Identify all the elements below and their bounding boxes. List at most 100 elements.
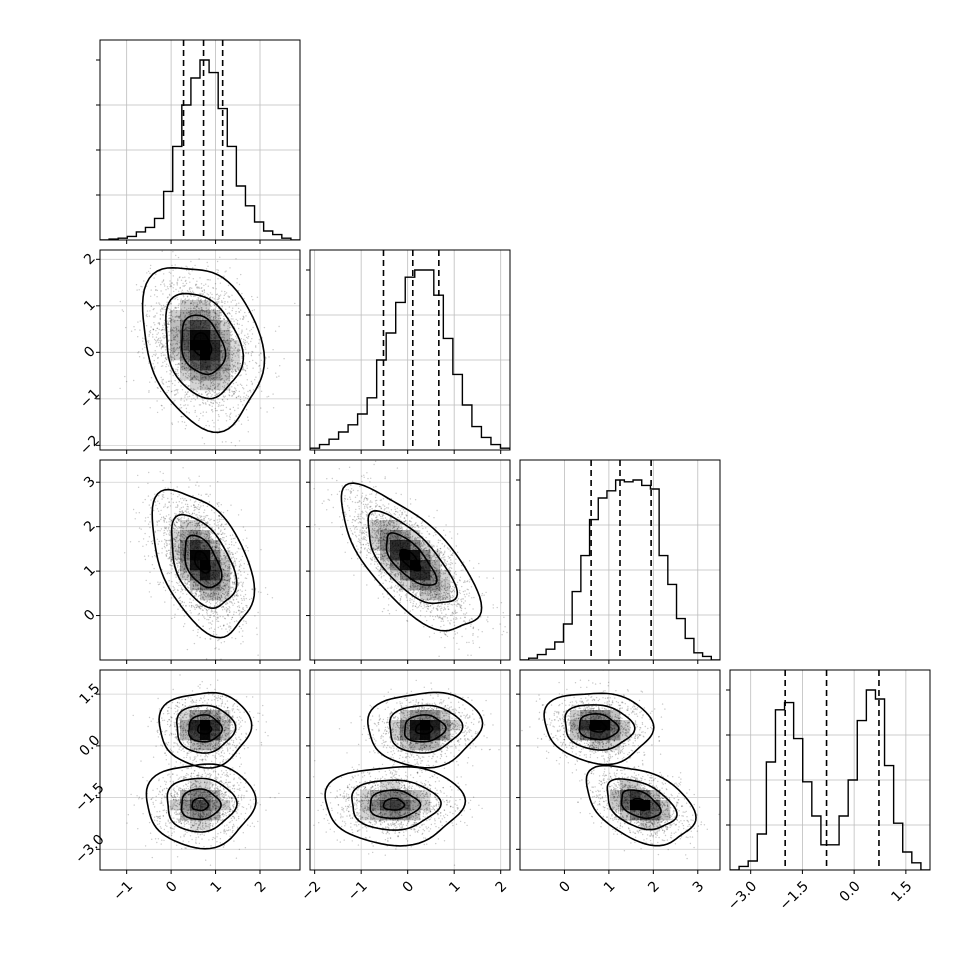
scatter-point bbox=[184, 362, 187, 365]
scatter-point bbox=[249, 389, 251, 392]
scatter-point bbox=[147, 540, 149, 543]
scatter-point bbox=[193, 397, 195, 400]
scatter-point bbox=[175, 297, 177, 299]
scatter-point bbox=[218, 383, 221, 385]
scatter-point bbox=[231, 356, 234, 359]
scatter-point bbox=[149, 582, 151, 585]
scatter-point bbox=[223, 330, 225, 332]
scatter-point bbox=[144, 520, 146, 522]
scatter-point bbox=[142, 337, 144, 339]
scatter-point bbox=[260, 390, 263, 392]
scatter-point bbox=[219, 317, 221, 320]
scatter-point bbox=[153, 322, 155, 324]
scatter-point bbox=[235, 415, 237, 417]
scatter-point bbox=[170, 285, 173, 287]
scatter-point bbox=[148, 340, 150, 342]
scatter-point bbox=[147, 270, 150, 273]
scatter-point bbox=[201, 290, 203, 292]
scatter-point bbox=[161, 250, 163, 252]
scatter-point bbox=[189, 479, 191, 481]
scatter-point bbox=[170, 597, 173, 599]
scatter-point bbox=[184, 623, 186, 625]
scatter-point bbox=[177, 608, 179, 610]
scatter-point bbox=[217, 414, 220, 416]
scatter-point bbox=[234, 637, 237, 640]
scatter-point bbox=[162, 304, 165, 307]
scatter-point bbox=[226, 415, 228, 417]
scatter-point bbox=[138, 512, 140, 514]
scatter-point bbox=[231, 338, 233, 340]
scatter-point bbox=[200, 381, 203, 383]
scatter-point bbox=[252, 662, 253, 663]
scatter-point bbox=[255, 627, 258, 629]
scatter-point bbox=[231, 360, 233, 363]
scatter-point bbox=[183, 285, 185, 287]
scatter-point bbox=[243, 663, 244, 664]
scatter-point bbox=[148, 362, 150, 364]
scatter-point bbox=[219, 256, 221, 258]
scatter-point bbox=[201, 437, 204, 439]
scatter-point bbox=[231, 333, 233, 336]
scatter-point bbox=[223, 364, 226, 366]
scatter-point bbox=[246, 365, 248, 367]
scatter-point bbox=[188, 314, 190, 316]
scatter-point bbox=[206, 303, 208, 306]
scatter-point bbox=[184, 375, 187, 378]
scatter-point bbox=[218, 502, 220, 504]
scatter-point bbox=[223, 369, 225, 372]
scatter-point bbox=[162, 332, 164, 335]
scatter-point bbox=[184, 284, 186, 287]
scatter-point bbox=[144, 346, 146, 349]
scatter-point bbox=[190, 313, 192, 315]
scatter-point bbox=[211, 405, 213, 407]
scatter-point bbox=[258, 365, 260, 367]
scatter-point bbox=[223, 400, 225, 403]
scatter-point bbox=[272, 393, 274, 395]
scatter-point bbox=[164, 328, 166, 331]
scatter-point bbox=[237, 349, 239, 351]
scatter-point bbox=[279, 365, 281, 367]
scatter-point bbox=[206, 261, 208, 264]
scatter-point bbox=[294, 302, 296, 305]
scatter-point bbox=[194, 264, 196, 267]
scatter-point bbox=[173, 326, 175, 329]
scatter-point bbox=[224, 380, 226, 382]
scatter-point bbox=[153, 294, 156, 296]
scatter-point bbox=[221, 356, 223, 359]
scatter-point bbox=[170, 481, 172, 484]
scatter-point bbox=[176, 342, 178, 345]
scatter-point bbox=[172, 316, 174, 318]
scatter-point bbox=[240, 643, 242, 645]
scatter-point bbox=[139, 320, 141, 322]
scatter-point bbox=[210, 638, 212, 640]
scatter-point bbox=[169, 283, 171, 285]
scatter-point bbox=[255, 345, 257, 347]
scatter-point bbox=[154, 381, 156, 383]
scatter-point bbox=[220, 504, 222, 506]
scatter-point bbox=[160, 339, 163, 341]
scatter-point bbox=[177, 304, 180, 307]
scatter-point bbox=[177, 256, 180, 259]
scatter-point bbox=[206, 371, 208, 373]
scatter-point bbox=[182, 294, 184, 296]
scatter-point bbox=[184, 276, 186, 278]
scatter-point bbox=[227, 368, 229, 370]
scatter-point bbox=[227, 312, 229, 315]
scatter-point bbox=[246, 384, 248, 386]
scatter-point bbox=[203, 375, 205, 377]
scatter-point bbox=[148, 331, 151, 333]
panel-frame bbox=[729, 669, 931, 871]
scatter-point bbox=[214, 312, 217, 315]
scatter-point bbox=[147, 495, 150, 497]
scatter-point bbox=[209, 318, 211, 320]
scatter-point bbox=[215, 410, 217, 412]
scatter-point bbox=[233, 390, 236, 393]
scatter-point bbox=[173, 347, 175, 350]
scatter-point bbox=[149, 272, 151, 274]
scatter-point bbox=[223, 330, 226, 332]
scatter-point bbox=[207, 314, 209, 316]
scatter-point bbox=[211, 375, 213, 377]
scatter-point bbox=[244, 244, 245, 245]
scatter-point bbox=[138, 289, 140, 291]
scatter-point bbox=[179, 370, 182, 373]
